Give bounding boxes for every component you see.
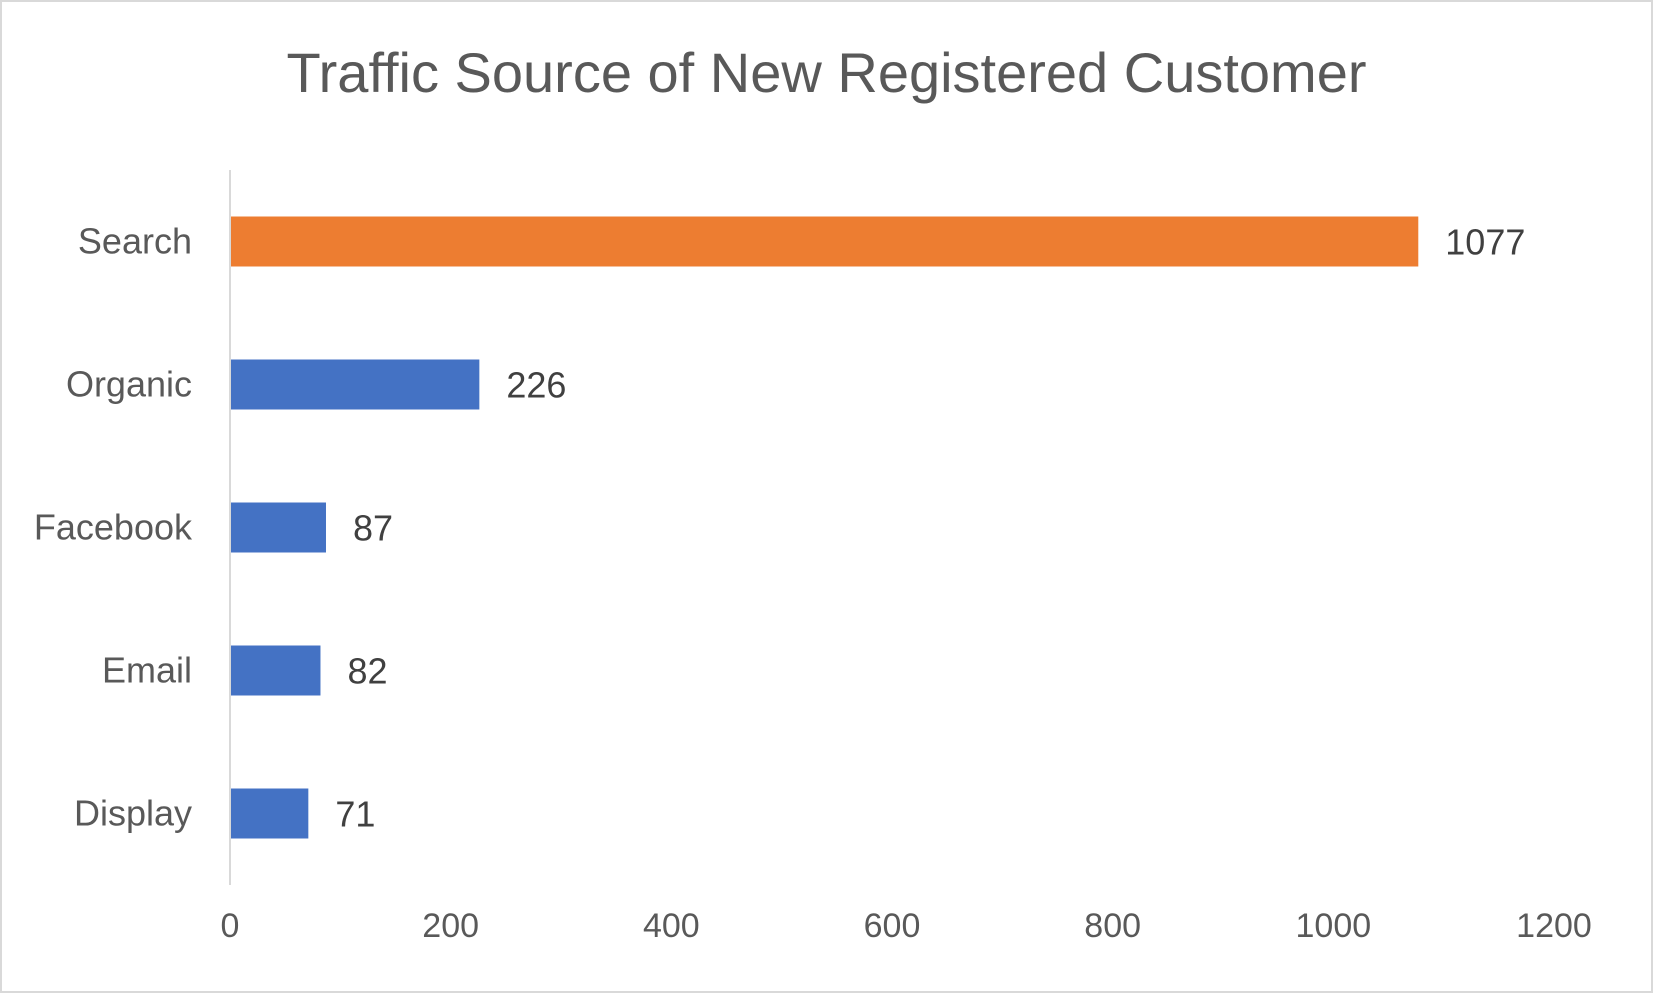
bar-organic bbox=[231, 359, 480, 410]
bar-display bbox=[231, 788, 309, 839]
x-tick-label-600: 600 bbox=[864, 907, 921, 945]
category-label-organic: Organic bbox=[66, 364, 192, 405]
category-label-display: Display bbox=[74, 793, 192, 834]
x-tick-label-400: 400 bbox=[643, 907, 700, 945]
x-tick-label-1200: 1200 bbox=[1516, 907, 1592, 945]
bar-email bbox=[231, 645, 321, 696]
category-label-search: Search bbox=[78, 221, 192, 262]
category-label-facebook: Facebook bbox=[34, 507, 193, 548]
x-tick-label-200: 200 bbox=[422, 907, 479, 945]
data-label-facebook: 87 bbox=[353, 508, 393, 549]
data-label-search: 1077 bbox=[1445, 222, 1525, 263]
x-tick-label-1000: 1000 bbox=[1296, 907, 1372, 945]
x-tick-label-0: 0 bbox=[221, 907, 240, 945]
bar-facebook bbox=[231, 502, 326, 553]
category-label-email: Email bbox=[102, 650, 192, 691]
data-label-organic: 226 bbox=[506, 365, 566, 406]
chart-title: Traffic Source of New Registered Custome… bbox=[286, 41, 1367, 104]
data-label-display: 71 bbox=[335, 794, 375, 835]
data-label-email: 82 bbox=[347, 651, 387, 692]
x-tick-label-800: 800 bbox=[1084, 907, 1141, 945]
bar-search bbox=[231, 216, 1419, 267]
